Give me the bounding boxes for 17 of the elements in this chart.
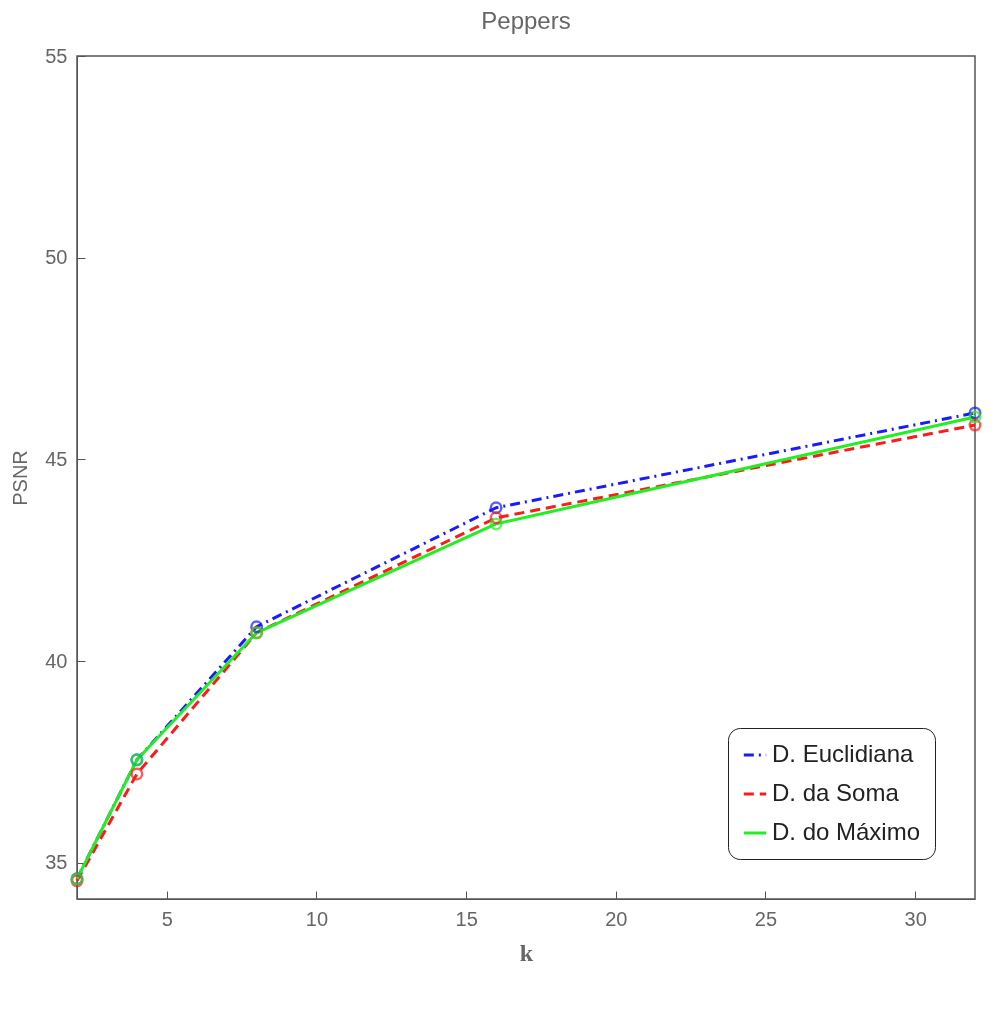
chart-title: Peppers [481, 7, 571, 34]
y-tick-label: 40 [45, 649, 68, 672]
legend-label: D. do Máximo [772, 818, 921, 845]
x-axis-title: k [519, 939, 534, 966]
y-tick-label: 35 [45, 851, 68, 874]
y-tick-label: 45 [45, 447, 68, 470]
y-tick-label: 50 [45, 246, 68, 269]
x-tick-label: 20 [605, 907, 628, 930]
x-tick-label: 5 [161, 907, 173, 930]
y-tick-label: 55 [45, 44, 68, 67]
x-tick-label: 10 [305, 907, 329, 930]
x-tick-label: 15 [455, 907, 478, 930]
y-axis-title: PSNR [9, 450, 32, 506]
x-tick-label: 25 [754, 907, 778, 930]
legend-label: D. da Soma [772, 779, 900, 806]
x-tick-label: 30 [904, 907, 927, 930]
legend-label: D. Euclidiana [772, 740, 915, 767]
